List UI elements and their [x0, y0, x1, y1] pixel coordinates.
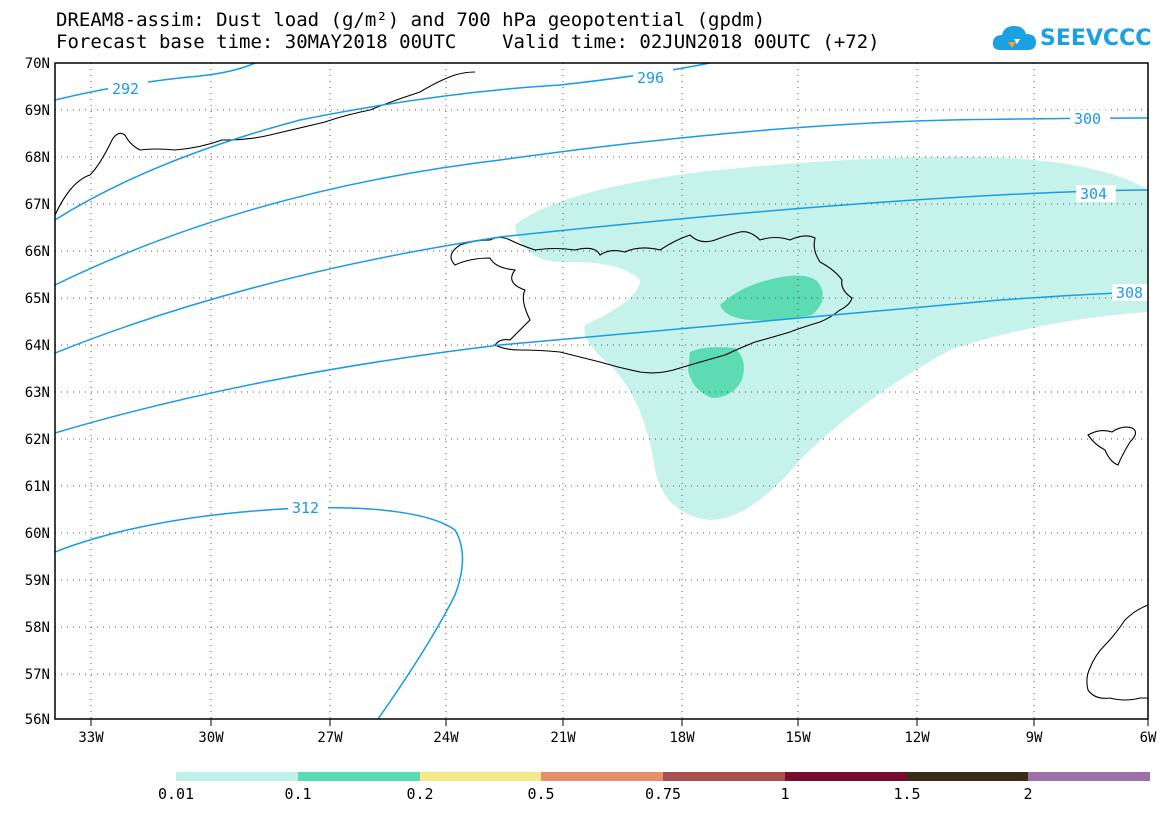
- legend-label: 0.01: [158, 785, 194, 803]
- colorbar-segment: [298, 772, 420, 781]
- lat-label: 59N: [25, 573, 50, 589]
- contour-label-296: 296: [637, 69, 664, 87]
- map-frame: [54, 62, 1149, 720]
- coastlines: [55, 71, 1148, 701]
- lon-label: 15W: [785, 730, 811, 746]
- contour-308: [55, 291, 1148, 434]
- lat-label: 65N: [25, 291, 50, 307]
- contour-296: [55, 63, 711, 221]
- contour-label-312: 312: [292, 499, 319, 517]
- lon-label: 21W: [550, 730, 576, 746]
- legend-label: 2: [1023, 785, 1032, 803]
- contour-label-292: 292: [112, 80, 139, 98]
- lon-label: 27W: [317, 730, 343, 746]
- contour-label-308: 308: [1116, 284, 1143, 302]
- legend-label: 0.1: [284, 785, 311, 803]
- contour-312: [55, 506, 464, 719]
- contour-label-304: 304: [1080, 185, 1107, 203]
- legend-label: 0.5: [527, 785, 554, 803]
- chart-subtitle: Forecast base time: 30MAY2018 00UTC Vali…: [56, 31, 880, 53]
- iceland-coast: [450, 231, 853, 374]
- lon-label: 24W: [433, 730, 459, 746]
- lat-label: 62N: [25, 432, 50, 448]
- graticule: [55, 63, 1148, 719]
- contour-labels: 292 296 300 304 308 312: [108, 69, 1152, 517]
- colorbar-segment: [541, 772, 663, 781]
- lat-label: 60N: [25, 526, 50, 542]
- contour-304: [55, 189, 1148, 354]
- lon-label: 6W: [1140, 730, 1157, 746]
- seevccc-logo: SEEVCCC: [990, 20, 1152, 60]
- dust-region-mid-north: [720, 275, 823, 321]
- faroe-islands-coast: [1087, 426, 1137, 466]
- lat-label: 63N: [25, 385, 50, 401]
- lat-label: 66N: [25, 244, 50, 260]
- legend-label: 0.2: [406, 785, 433, 803]
- colorbar-segment: [907, 772, 1028, 781]
- colorbar-segment: [1028, 772, 1150, 781]
- logo-text: SEEVCCC: [1040, 26, 1152, 51]
- colorbar-labels: 0.01 0.1 0.2 0.5 0.75 1 1.5 2: [158, 785, 1033, 803]
- contour-292: [55, 63, 256, 101]
- lon-label: 9W: [1026, 730, 1043, 746]
- lat-label: 69N: [25, 103, 50, 119]
- lon-label: 33W: [78, 730, 104, 746]
- legend-label: 1: [780, 785, 789, 803]
- greenland-coast: [55, 71, 476, 216]
- colorbar: [176, 772, 1150, 781]
- lon-label: 12W: [904, 730, 930, 746]
- lat-label: 58N: [25, 620, 50, 636]
- lon-label: 18W: [669, 730, 695, 746]
- contour-300: [55, 117, 1148, 286]
- dust-fields: [515, 156, 1148, 520]
- dust-region-low: [515, 156, 1148, 520]
- lat-label: 57N: [25, 667, 50, 683]
- scotland-coast: [1086, 604, 1148, 701]
- lat-label: 64N: [25, 338, 50, 354]
- lon-label: 30W: [198, 730, 224, 746]
- colorbar-segment: [785, 772, 907, 781]
- cloud-icon: [992, 26, 1036, 50]
- latitude-labels: 70N 69N 68N 67N 66N 65N 64N 63N 62N 61N …: [25, 56, 50, 728]
- contour-label-300: 300: [1074, 110, 1101, 128]
- geopotential-contours: [55, 63, 1148, 719]
- legend-label: 0.75: [645, 785, 681, 803]
- lat-label: 70N: [25, 56, 50, 72]
- lat-label: 56N: [25, 712, 50, 728]
- lat-label: 67N: [25, 197, 50, 213]
- axis-ticks: [90, 719, 1149, 726]
- legend-label: 1.5: [893, 785, 920, 803]
- chart-title: DREAM8-assim: Dust load (g/m²) and 700 h…: [56, 9, 766, 31]
- dust-region-mid-south: [688, 347, 744, 398]
- longitude-labels: 33W 30W 27W 24W 21W 18W 15W 12W 9W 6W: [78, 730, 1157, 746]
- colorbar-segment: [663, 772, 785, 781]
- lat-label: 61N: [25, 479, 50, 495]
- colorbar-segment: [420, 772, 541, 781]
- lat-label: 68N: [25, 150, 50, 166]
- colorbar-segment: [176, 772, 298, 781]
